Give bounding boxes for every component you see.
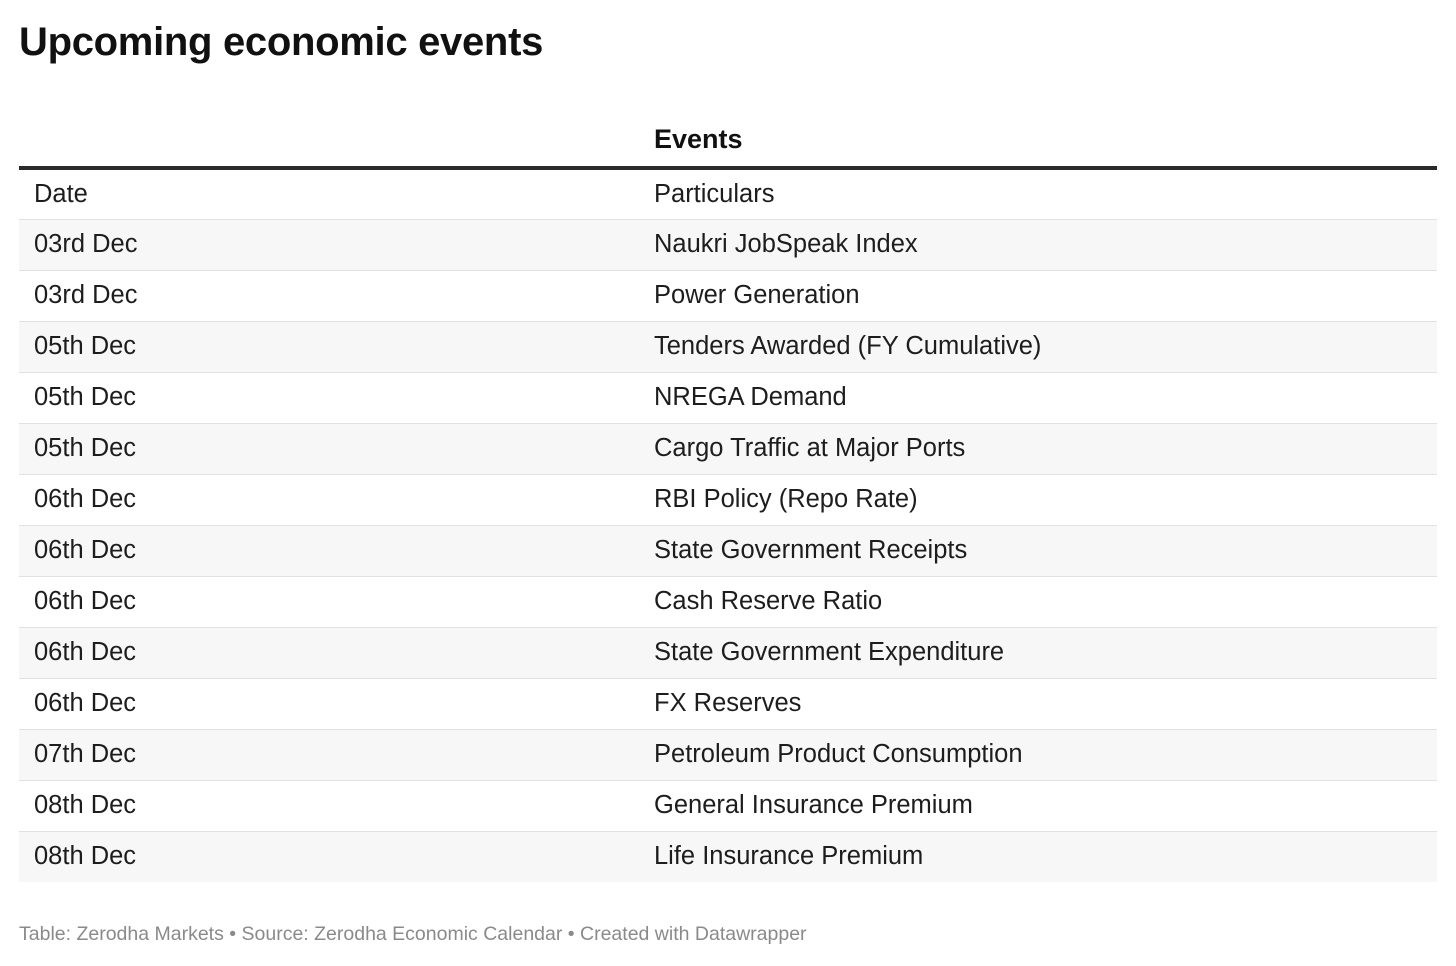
table-row: 07th Dec Petroleum Product Consumption	[19, 729, 1437, 781]
group-header-events: Events	[639, 112, 1437, 170]
column-header-date: Date	[19, 168, 639, 220]
cell-date: 06th Dec	[19, 474, 639, 526]
cell-particulars: Cash Reserve Ratio	[639, 576, 1437, 628]
cell-particulars: Naukri JobSpeak Index	[639, 219, 1437, 271]
cell-particulars: NREGA Demand	[639, 372, 1437, 424]
group-header-row: Events	[19, 112, 1437, 170]
table-row: 06th Dec State Government Expenditure	[19, 627, 1437, 679]
column-header-particulars: Particulars	[639, 168, 1437, 220]
table-row: 03rd Dec Power Generation	[19, 270, 1437, 322]
cell-particulars: Tenders Awarded (FY Cumulative)	[639, 321, 1437, 373]
cell-date: 06th Dec	[19, 678, 639, 730]
cell-date: 03rd Dec	[19, 270, 639, 322]
table-body: Date Particulars 03rd Dec Naukri JobSpeak…	[19, 168, 1437, 882]
table-row: 03rd Dec Naukri JobSpeak Index	[19, 219, 1437, 271]
cell-particulars: General Insurance Premium	[639, 780, 1437, 832]
cell-particulars: FX Reserves	[639, 678, 1437, 730]
table-row: 05th Dec Cargo Traffic at Major Ports	[19, 423, 1437, 475]
column-header-row: Date Particulars	[19, 168, 1437, 220]
cell-date: 08th Dec	[19, 780, 639, 832]
cell-particulars: State Government Receipts	[639, 525, 1437, 577]
source-footer: Table: Zerodha Markets • Source: Zerodha…	[19, 923, 807, 945]
table-row: 06th Dec FX Reserves	[19, 678, 1437, 730]
cell-date: 03rd Dec	[19, 219, 639, 271]
cell-particulars: Cargo Traffic at Major Ports	[639, 423, 1437, 475]
table-row: 05th Dec Tenders Awarded (FY Cumulative)	[19, 321, 1437, 373]
cell-date: 05th Dec	[19, 423, 639, 475]
cell-particulars: Life Insurance Premium	[639, 831, 1437, 882]
table-row: 06th Dec RBI Policy (Repo Rate)	[19, 474, 1437, 526]
cell-particulars: Power Generation	[639, 270, 1437, 322]
table-row: 06th Dec State Government Receipts	[19, 525, 1437, 577]
events-table-container: Events Date Particulars 03rd Dec Naukri J…	[19, 112, 1437, 882]
chart-title: Upcoming economic events	[19, 20, 544, 64]
cell-date: 06th Dec	[19, 525, 639, 577]
cell-date: 07th Dec	[19, 729, 639, 781]
cell-date: 05th Dec	[19, 372, 639, 424]
table-row: 06th Dec Cash Reserve Ratio	[19, 576, 1437, 628]
events-table: Events Date Particulars 03rd Dec Naukri J…	[19, 112, 1437, 882]
cell-particulars: State Government Expenditure	[639, 627, 1437, 679]
group-header-empty	[19, 112, 639, 170]
cell-particulars: Petroleum Product Consumption	[639, 729, 1437, 781]
cell-date: 08th Dec	[19, 831, 639, 882]
table-row: 08th Dec Life Insurance Premium	[19, 831, 1437, 882]
table-row: 08th Dec General Insurance Premium	[19, 780, 1437, 832]
cell-date: 05th Dec	[19, 321, 639, 373]
cell-particulars: RBI Policy (Repo Rate)	[639, 474, 1437, 526]
table-head: Events	[19, 112, 1437, 170]
cell-date: 06th Dec	[19, 627, 639, 679]
cell-date: 06th Dec	[19, 576, 639, 628]
table-row: 05th Dec NREGA Demand	[19, 372, 1437, 424]
